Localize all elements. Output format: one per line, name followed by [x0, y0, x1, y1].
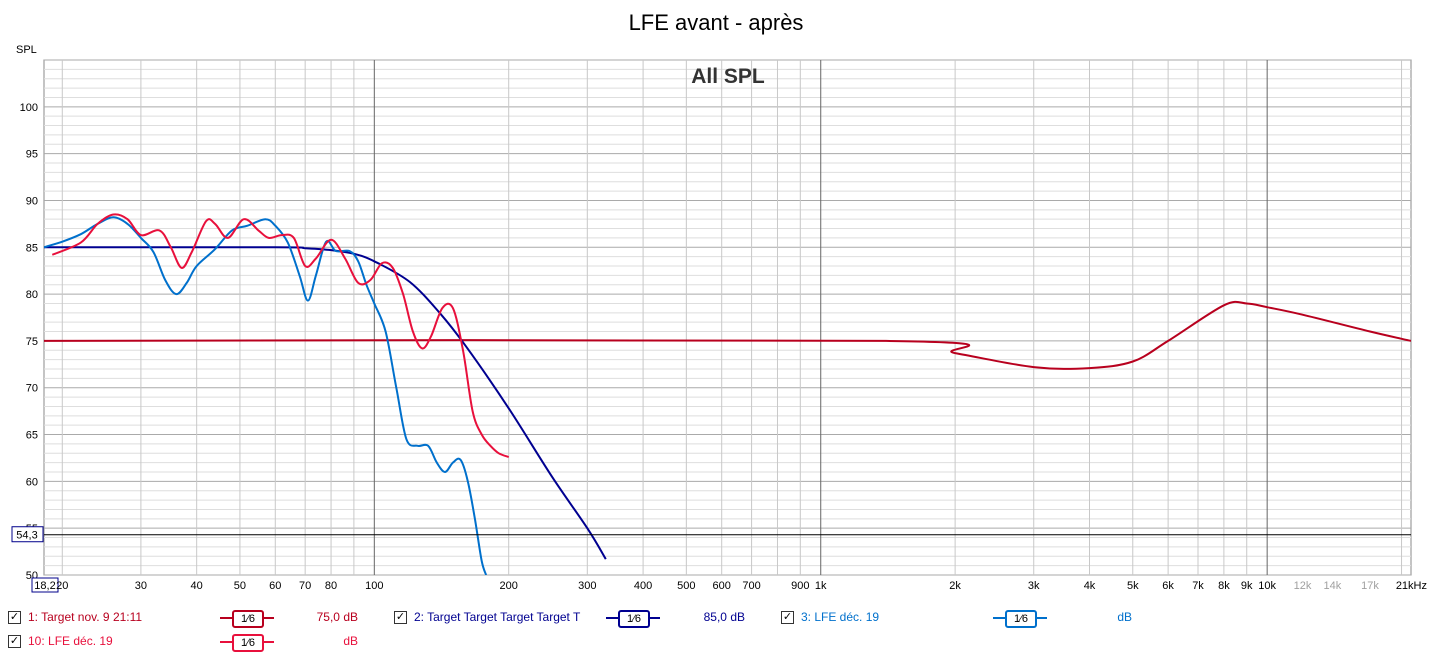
x-tick-label: 1k: [815, 580, 827, 592]
x-tick-label: 500: [677, 580, 695, 592]
x-tick-label: 700: [742, 580, 760, 592]
cursor-value-label: 54,3: [16, 530, 37, 542]
x-tick-label: 60: [269, 580, 281, 592]
plot-area: [43, 59, 1412, 576]
spl-chart: LFE avant - après SPL 100 95 90 85 80 75 70 65 6…: [11, 10, 1427, 593]
legend-label-1[interactable]: 1: Target nov. 9 21:11: [28, 610, 143, 624]
y-tick-label: 65: [26, 430, 38, 442]
y-tick-label: 100: [20, 102, 38, 114]
series-line-1: [44, 300, 1411, 370]
y-tick-label: 85: [26, 242, 38, 254]
x-tick-label: 17k: [1361, 580, 1379, 592]
legend-smoothing-1[interactable]: 1⁄6: [220, 610, 274, 628]
y-tick-label: 90: [26, 195, 38, 207]
x-tick-label: 14k: [1324, 580, 1342, 592]
x-tick-label: 8k: [1218, 580, 1230, 592]
series-line-4: [51, 213, 510, 458]
series-line-3: [44, 216, 488, 575]
legend-label-3[interactable]: 3: LFE déc. 19: [801, 610, 880, 624]
x-tick-label: 9k: [1241, 580, 1253, 592]
x-tick-label: 7k: [1192, 580, 1204, 592]
x-tick-label: 21kHz: [1396, 580, 1427, 592]
legend-row-2: ✓ 10: LFE déc. 19 1⁄6 dB: [0, 632, 1433, 654]
x-tick-label: 6k: [1162, 580, 1174, 592]
x-tick-label: 20: [56, 580, 68, 592]
grid: [44, 59, 1411, 576]
y-tick-label: 75: [26, 336, 38, 348]
legend-checkbox-3[interactable]: ✓: [781, 611, 794, 624]
x-tick-label: 10k: [1258, 580, 1276, 592]
x-tick-label: 100: [365, 580, 383, 592]
y-axis-label: SPL: [16, 44, 37, 56]
legend-smoothing-10[interactable]: 1⁄6: [220, 634, 274, 652]
legend-row-1: ✓ 1: Target nov. 9 21:11 1⁄6 75,0 dB ✓ 2…: [0, 608, 1433, 630]
x-tick-label: 2k: [949, 580, 961, 592]
legend-value-10: dB: [343, 634, 358, 648]
x-tick-label: 400: [634, 580, 652, 592]
x-tick-label: 5k: [1127, 580, 1139, 592]
y-tick-label: 70: [26, 383, 38, 395]
x-tick-label: 80: [325, 580, 337, 592]
x-tick-label: 12k: [1294, 580, 1312, 592]
x-tick-labels: 18,2 20 30 40 50 60 70 80 100 200 300 400 500 600 700 9…: [31, 577, 1427, 593]
x-tick-label: 18,2: [34, 580, 55, 592]
legend-label-2[interactable]: 2: Target Target Target Target T: [414, 610, 581, 624]
y-tick-labels: 10095908580757065605550: [20, 102, 38, 582]
x-tick-label: 600: [713, 580, 731, 592]
chart-subtitle: All SPL: [691, 65, 765, 88]
legend-checkbox-2[interactable]: ✓: [394, 611, 407, 624]
series-line-2: [44, 246, 607, 560]
x-tick-label: 900: [791, 580, 809, 592]
legend-label-10[interactable]: 10: LFE déc. 19: [28, 634, 113, 648]
legend-smoothing-3[interactable]: 1⁄6: [993, 610, 1047, 628]
cursor-value-box[interactable]: [11, 526, 44, 543]
legend-value-2: 85,0 dB: [703, 610, 745, 624]
x-tick-label: 70: [299, 580, 311, 592]
x-tick-label: 40: [191, 580, 203, 592]
legend-smoothing-2[interactable]: 1⁄6: [606, 610, 660, 628]
legend-checkbox-10[interactable]: ✓: [8, 635, 21, 648]
cursor-group[interactable]: 54,3: [11, 526, 1411, 543]
x-tick-label: 4k: [1084, 580, 1096, 592]
x-tick-label: 50: [234, 580, 246, 592]
x-start-box[interactable]: [31, 577, 59, 593]
chart-title: LFE avant - après: [629, 10, 804, 35]
x-tick-label: 200: [500, 580, 518, 592]
legend-checkbox-1[interactable]: ✓: [8, 611, 21, 624]
series-group: [44, 213, 1411, 575]
x-tick-label: 300: [578, 580, 596, 592]
x-tick-label: 3k: [1028, 580, 1040, 592]
y-tick-label: 60: [26, 476, 38, 488]
y-tick-label: 95: [26, 149, 38, 161]
y-tick-label: 80: [26, 289, 38, 301]
legend-value-3: dB: [1117, 610, 1132, 624]
legend-value-1: 75,0 dB: [316, 610, 358, 624]
x-tick-label: 30: [135, 580, 147, 592]
